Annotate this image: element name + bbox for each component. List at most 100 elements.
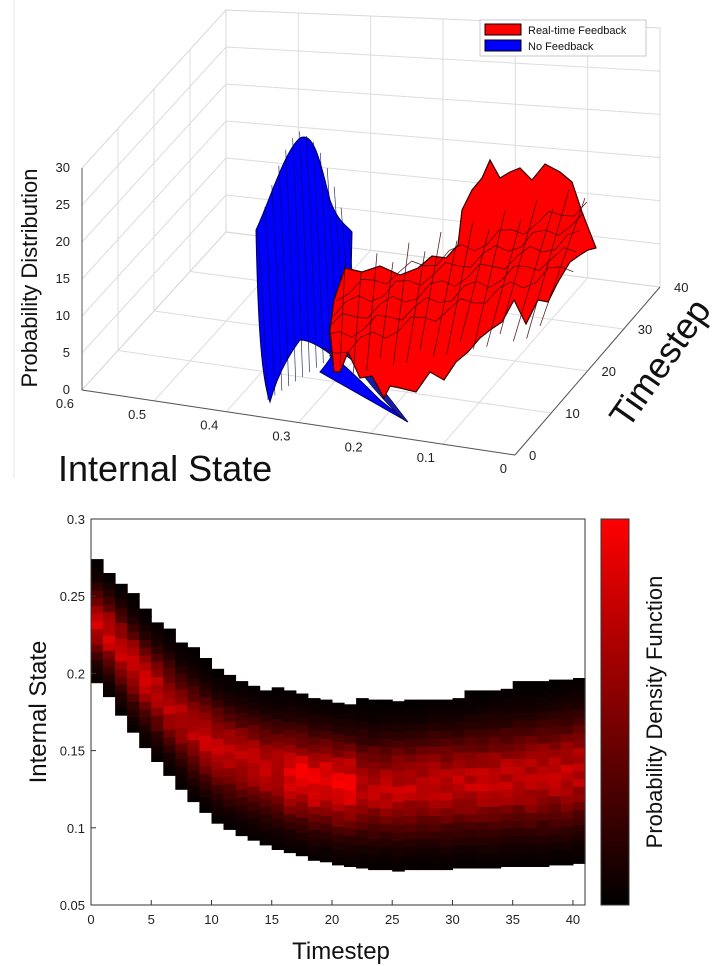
- heatmap-cell: [404, 807, 417, 816]
- y-axis-label: Timestep: [601, 291, 713, 435]
- heatmap-cell: [512, 712, 526, 721]
- heatmap-cell: [163, 698, 176, 707]
- heatmap-cell: [368, 861, 381, 871]
- heatmap-cell: [187, 770, 200, 779]
- heatmap-cell: [380, 761, 393, 770]
- heatmap-cell: [380, 769, 393, 778]
- heatmap-cell: [211, 769, 225, 778]
- heatmap-cell: [319, 792, 333, 801]
- heatmap-cell: [440, 830, 453, 840]
- heatmap-cell: [332, 749, 345, 758]
- heatmap-cell: [536, 688, 550, 698]
- heatmap-cell: [344, 735, 357, 744]
- heatmap-cell: [271, 710, 285, 719]
- x-tick-label: 0.4: [200, 418, 218, 433]
- heatmap-cell: [271, 695, 285, 704]
- heatmap-cell: [199, 712, 212, 721]
- heatmap-cell: [151, 645, 164, 654]
- heatmap-cell: [199, 773, 212, 783]
- heatmap-cell: [536, 735, 550, 744]
- colorbar-label: Probability Density Function: [642, 576, 667, 849]
- heatmap-cell: [332, 787, 345, 796]
- heatmap-cell: [247, 716, 261, 725]
- heatmap-cell: [428, 761, 441, 770]
- heatmap-cell: [332, 803, 345, 812]
- heatmap-cell: [404, 746, 417, 755]
- heatmap-cell: [573, 778, 586, 787]
- heatmap-cell: [536, 858, 550, 867]
- heatmap-cell: [259, 744, 273, 753]
- heatmap-cell: [211, 691, 225, 701]
- heatmap-cell: [368, 707, 381, 716]
- heatmap-cell: [295, 778, 309, 787]
- heatmap-cell: [344, 773, 357, 783]
- heatmap-cell: [139, 616, 152, 625]
- heatmap-cell: [187, 701, 200, 710]
- heatmap-cell: [488, 752, 502, 761]
- heatmap-cell: [356, 783, 369, 792]
- heatmap-cell: [488, 821, 502, 830]
- heatmap-cell: [524, 812, 538, 821]
- heatmap-cell: [548, 772, 562, 781]
- heatmap-cell: [247, 685, 261, 695]
- heatmap-cell: [573, 732, 586, 741]
- heatmap-cell: [356, 752, 369, 761]
- heatmap-cell: [127, 624, 140, 633]
- heatmap-cell: [380, 854, 393, 863]
- heatmap-cell: [223, 690, 237, 699]
- heatmap-cell: [524, 688, 538, 698]
- heatmap-cell: [247, 809, 261, 818]
- heatmap-cell: [404, 823, 417, 832]
- heatmap-cell: [223, 767, 237, 776]
- heatmap-cell: [283, 744, 297, 753]
- heatmap-cell: [223, 736, 237, 745]
- heatmap-cell: [476, 813, 490, 823]
- heatmap-cell: [187, 685, 200, 695]
- heatmap-cell: [175, 719, 188, 728]
- heatmap-cell: [332, 779, 345, 789]
- heatmap-cell: [573, 693, 586, 702]
- heatmap-cell: [368, 838, 381, 847]
- heatmap-cell: [332, 764, 345, 773]
- heatmap-cell: [524, 804, 538, 813]
- heatmap-cell: [103, 588, 116, 597]
- heatmap-cell: [199, 750, 212, 759]
- heatmap-cell: [536, 681, 550, 690]
- heatmap-cell: [428, 715, 441, 724]
- heatmap-cell: [247, 786, 261, 795]
- heatmap-cell: [271, 803, 285, 812]
- heatmap-cell: [512, 704, 526, 713]
- heatmap-cell: [380, 792, 393, 801]
- heatmap-cell: [392, 824, 405, 833]
- heatmap-cell: [247, 824, 261, 833]
- heatmap-cell: [199, 742, 212, 752]
- heatmap-cell: [392, 724, 405, 733]
- heatmap-cell: [259, 736, 273, 745]
- heatmap-y-tick-labels: 0.05 0.1 0.15 0.2 0.25 0.3: [60, 512, 96, 913]
- heatmap-cell: [332, 826, 345, 835]
- heatmap-cell: [464, 690, 478, 699]
- heatmap-cell: [319, 838, 333, 847]
- heatmap-cell: [536, 827, 550, 837]
- heatmap-cell: [247, 755, 261, 764]
- heatmap-cell: [223, 744, 237, 753]
- heatmap-cell: [428, 722, 441, 732]
- heatmap-cell: [187, 678, 200, 687]
- heatmap-cell: [356, 790, 369, 799]
- heatmap-cell: [199, 781, 212, 790]
- heatmap-cell: [536, 820, 550, 829]
- heatmap-cell: [115, 691, 128, 701]
- heatmap-cell: [488, 798, 502, 807]
- heatmap-cell: [368, 753, 381, 762]
- heatmap-cell: [476, 837, 490, 846]
- heatmap-cell: [163, 759, 176, 769]
- heatmap-cell: [211, 792, 225, 801]
- heatmap-cell: [452, 721, 466, 730]
- y-tick-label: 10: [565, 406, 579, 421]
- heatmap-cell: [488, 813, 502, 823]
- heatmap-cell: [259, 690, 273, 699]
- heatmap-cell: [271, 834, 285, 843]
- heatmap-cell: [247, 770, 261, 779]
- heatmap-cell: [500, 719, 514, 728]
- heatmap-cell: [295, 770, 309, 779]
